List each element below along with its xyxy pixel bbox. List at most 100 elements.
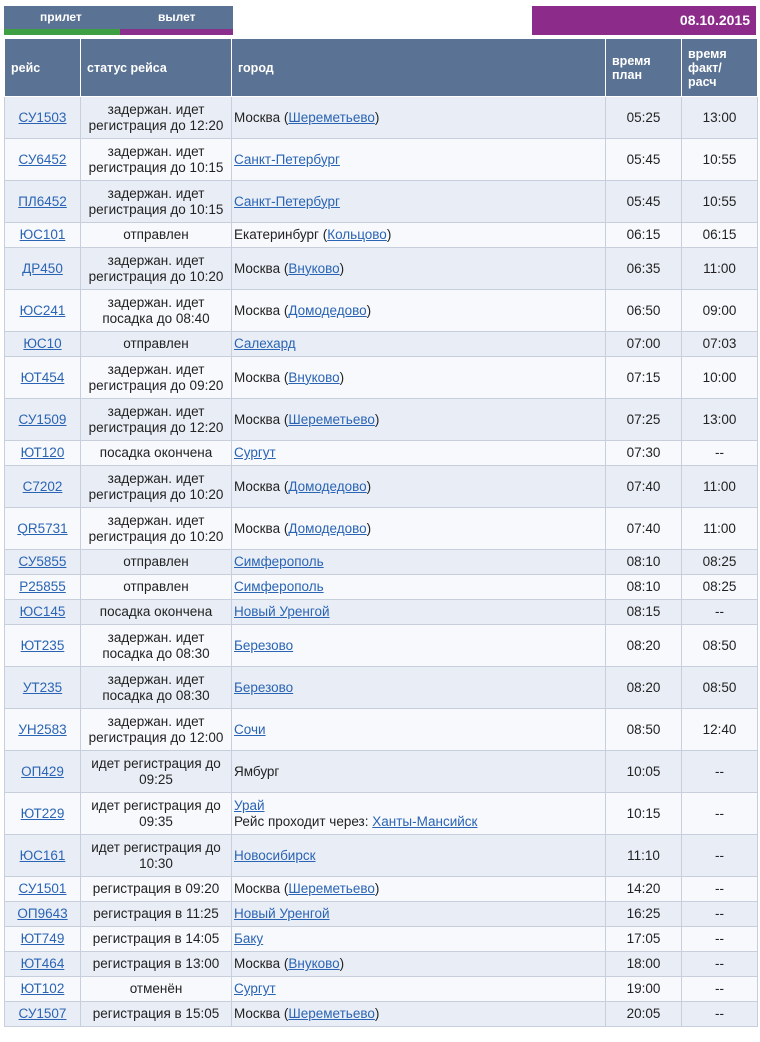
tab-departures[interactable]: вылет (158, 10, 196, 24)
flight-number-cell: QR5731 (4, 507, 81, 550)
city-cell: Ямбург (231, 750, 606, 793)
tab-arrivals[interactable]: прилет (40, 10, 82, 24)
city-cell: Екатеринбург (Кольцово) (231, 222, 606, 248)
status-text: задержан. идет (107, 185, 205, 201)
flight-number-link[interactable]: ЮТ120 (20, 445, 65, 460)
city-cell: Новый Уренгой (231, 901, 606, 927)
airport-link[interactable]: Внуково (288, 956, 340, 971)
flight-number-cell: СУ1507 (4, 1001, 81, 1027)
airport-open-paren: ( (283, 1006, 289, 1021)
flight-number-link[interactable]: ЮТ464 (20, 956, 65, 971)
status-text-line2: посадка до 08:30 (102, 687, 210, 703)
status-text: регистрация в 14:05 (92, 931, 220, 946)
actual-time: -- (681, 876, 758, 902)
flight-number-link[interactable]: ЮС101 (19, 227, 66, 242)
actual-time: 06:15 (681, 222, 758, 248)
actual-time: -- (681, 951, 758, 977)
status-text: регистрация в 15:05 (92, 1006, 220, 1021)
table-row: Р25855 отправлен Симферополь 08:10 08:25 (4, 574, 758, 600)
airport-close-paren: ) (366, 520, 372, 536)
flight-number-link[interactable]: ЮТ454 (20, 369, 65, 385)
flight-direction-tabs: прилет вылет (4, 6, 233, 35)
flight-number-link[interactable]: СУ1503 (18, 109, 67, 125)
city-cell: Санкт-Петербург (231, 138, 606, 181)
planned-label-line2: план (612, 67, 642, 82)
flight-number-link[interactable]: С7202 (22, 478, 63, 494)
flight-number-link[interactable]: СУ6452 (18, 151, 67, 167)
actual-label-line3: расч (688, 74, 717, 89)
airport-link[interactable]: Шереметьево (288, 109, 375, 125)
actual-time: -- (681, 1001, 758, 1027)
flight-number-link[interactable]: ЮС161 (19, 847, 66, 863)
airport-open-paren: ( (283, 302, 289, 318)
city-link[interactable]: Салехард (234, 336, 296, 351)
city-link[interactable]: Сургут (234, 445, 276, 460)
planned-time: 05:45 (605, 138, 682, 181)
planned-time: 07:40 (605, 465, 682, 508)
airport-link[interactable]: Шереметьево (288, 1006, 375, 1021)
flight-number-link[interactable]: СУ1509 (18, 411, 67, 427)
flight-number-link[interactable]: УН2583 (18, 721, 67, 737)
table-row: СУ1501 регистрация в 09:20 Москва (Шеремет… (4, 876, 758, 902)
table-row: ЮС145 посадка окончена Новый Уренгой 08:15-… (4, 599, 758, 625)
airport-link[interactable]: Домодедово (288, 478, 367, 494)
city-name: Москва (234, 520, 281, 536)
city-name: Москва (234, 369, 281, 385)
status-cell: регистрация в 14:05 (80, 926, 232, 952)
flight-number-link[interactable]: СУ1507 (18, 1006, 67, 1021)
flight-number-link[interactable]: ЮС10 (23, 336, 62, 351)
city-link[interactable]: Березово (234, 679, 294, 695)
flight-number-link[interactable]: ЮС145 (19, 604, 66, 619)
flight-number-link[interactable]: СУ1501 (18, 881, 67, 896)
flight-number-link[interactable]: ДР450 (22, 260, 63, 276)
planned-time: 08:50 (605, 708, 682, 751)
planned-time: 18:00 (605, 951, 682, 977)
airport-link[interactable]: Домодедово (288, 520, 367, 536)
airport-link[interactable]: Шереметьево (288, 411, 375, 427)
planned-time: 16:25 (605, 901, 682, 927)
flight-number-link[interactable]: ЮТ235 (20, 637, 65, 653)
airport-link[interactable]: Внуково (288, 260, 340, 276)
city-link[interactable]: Баку (234, 931, 264, 946)
flight-number-link[interactable]: QR5731 (17, 520, 68, 536)
flight-number-cell: ДР450 (4, 247, 81, 290)
flight-number-link[interactable]: ЮТ749 (20, 931, 65, 946)
city-link[interactable]: Сочи (234, 721, 266, 737)
city-link[interactable]: Санкт-Петербург (234, 151, 340, 167)
flight-number-link[interactable]: УТ235 (22, 679, 63, 695)
status-text-line2: регистрация до 10:20 (88, 528, 224, 544)
flight-number-link[interactable]: ЮС241 (19, 302, 66, 318)
flight-number-link[interactable]: СУ5855 (18, 554, 67, 569)
city-link[interactable]: Новый Уренгой (234, 604, 330, 619)
flight-number-link[interactable]: ОП429 (21, 763, 64, 779)
flight-number-link[interactable]: ЮТ229 (20, 805, 65, 821)
via-city-link[interactable]: Ханты-Мансийск (372, 813, 478, 829)
city-cell: Москва (Внуково) (231, 356, 606, 399)
airport-open-paren: ( (283, 956, 289, 971)
city-link[interactable]: Новосибирск (234, 847, 316, 863)
actual-time: -- (681, 792, 758, 835)
table-row: ЮС241 задержан. идет посадка до 08:40 Москв… (4, 289, 758, 332)
airport-link[interactable]: Шереметьево (288, 881, 375, 896)
city-link[interactable]: Сургут (234, 981, 276, 996)
table-row: УТ235 задержан. идет посадка до 08:30 Берез… (4, 666, 758, 709)
airport-link[interactable]: Внуково (288, 369, 340, 385)
city-link[interactable]: Новый Уренгой (234, 906, 330, 921)
city-link[interactable]: Симферополь (234, 579, 324, 594)
flight-number-link[interactable]: ОП9643 (17, 906, 68, 921)
city-link[interactable]: Урай (234, 797, 265, 813)
flight-number-link[interactable]: ПЛ6452 (18, 193, 67, 209)
status-text: задержан. идет (107, 361, 205, 377)
flight-number-link[interactable]: Р25855 (19, 579, 66, 594)
airport-link[interactable]: Домодедово (288, 302, 367, 318)
city-link[interactable]: Санкт-Петербург (234, 193, 340, 209)
city-link[interactable]: Симферополь (234, 554, 324, 569)
city-name: Москва (234, 109, 281, 125)
planned-time: 05:45 (605, 180, 682, 223)
planned-time: 06:50 (605, 289, 682, 332)
city-link[interactable]: Березово (234, 637, 294, 653)
flight-number-link[interactable]: ЮТ102 (20, 981, 65, 996)
table-row: ЮТ120 посадка окончена Сургут 07:30 -- (4, 440, 758, 466)
airport-link[interactable]: Кольцово (327, 227, 387, 242)
city-name: Москва (234, 260, 281, 276)
